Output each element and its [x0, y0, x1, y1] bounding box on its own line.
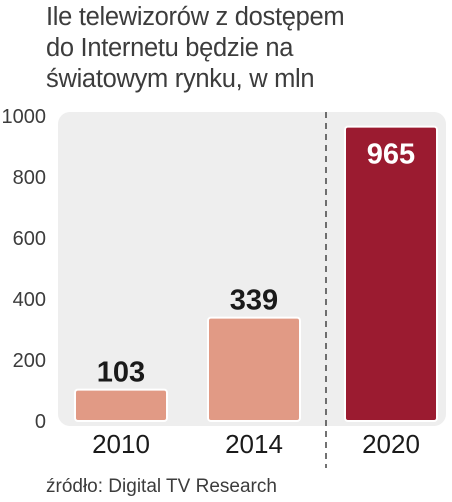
x-tick-label: 2020: [362, 429, 420, 459]
bar-2014: [207, 316, 301, 423]
title-line-1: Ile telewizorów z dostępem: [46, 3, 345, 31]
x-tick-label: 2014: [225, 429, 283, 459]
title-line-2: do Internetu będzie na: [46, 34, 294, 62]
x-axis: 2010 2014 2020: [92, 429, 420, 459]
y-tick-label: 0: [35, 411, 46, 433]
bar-2020: [344, 125, 438, 423]
bar-2010: [74, 388, 168, 422]
x-tick-label: 2010: [92, 429, 150, 459]
y-tick-label: 800: [13, 167, 46, 189]
source-note: źródło: Digital TV Research: [46, 476, 277, 497]
y-tick-label: 200: [13, 350, 46, 372]
value-label-2020: 965: [367, 139, 415, 171]
y-axis: 0 200 400 600 800 1000: [2, 106, 47, 433]
value-labels: 103 339 965: [97, 139, 415, 389]
y-tick-label: 400: [13, 289, 46, 311]
value-label-2014: 339: [230, 285, 278, 317]
value-label-2010: 103: [97, 357, 145, 389]
y-tick-label: 600: [13, 228, 46, 250]
bars: [74, 125, 438, 423]
chart-title: Ile telewizorów z dostępem do Internetu …: [46, 2, 446, 95]
title-line-3: światowym rynku, w mln: [46, 65, 315, 93]
y-tick-label: 1000: [2, 106, 47, 128]
